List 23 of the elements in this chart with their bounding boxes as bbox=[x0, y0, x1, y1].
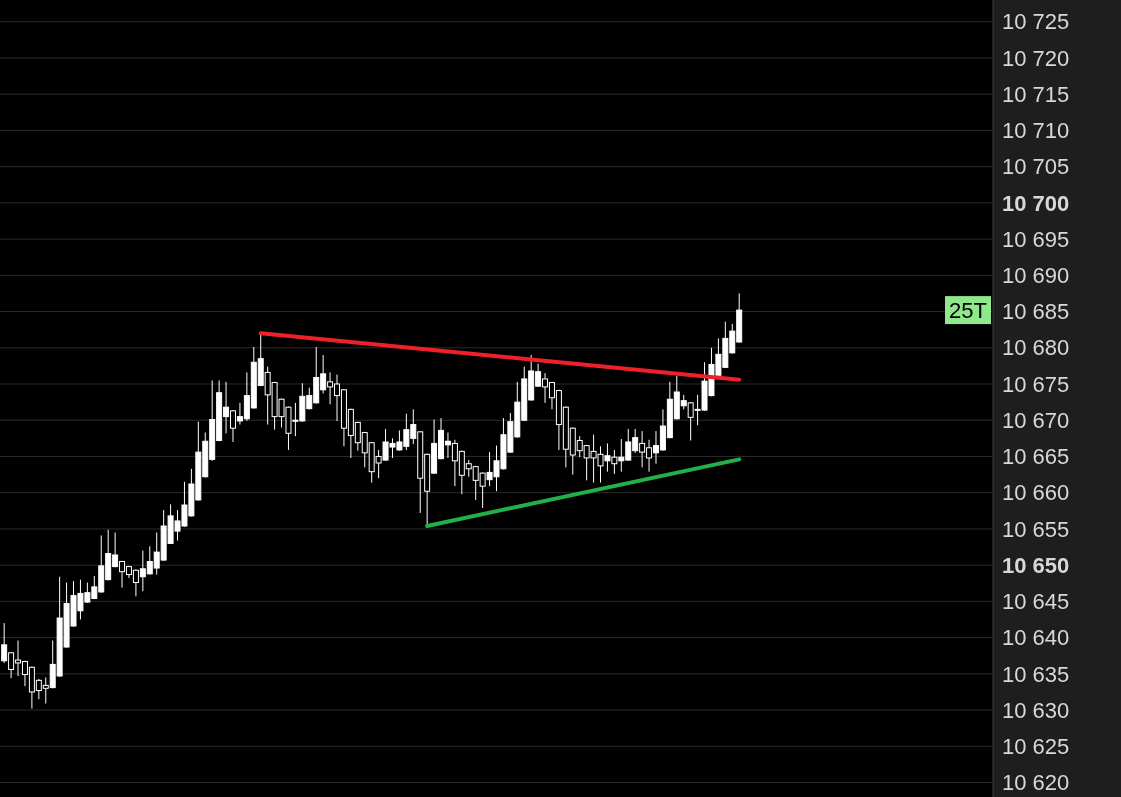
annotation: 25T bbox=[949, 297, 987, 323]
y-tick-label: 10 640 bbox=[1002, 625, 1070, 651]
y-tick-label: 10 690 bbox=[1002, 263, 1070, 289]
y-tick-label: 10 715 bbox=[1002, 81, 1070, 107]
y-tick-label: 10 675 bbox=[1002, 371, 1070, 397]
y-tick-label: 10 635 bbox=[1002, 661, 1070, 687]
y-tick-label: 10 700 bbox=[1002, 190, 1070, 216]
y-tick-label: 10 630 bbox=[1002, 697, 1070, 723]
y-tick-label: 10 680 bbox=[1002, 335, 1070, 361]
y-tick-label: 10 620 bbox=[1002, 770, 1070, 796]
y-tick-label: 10 725 bbox=[1002, 9, 1070, 35]
y-tick-label: 10 685 bbox=[1002, 299, 1070, 325]
y-tick-label: 10 695 bbox=[1002, 226, 1070, 252]
y-tick-label: 10 670 bbox=[1002, 407, 1070, 433]
y-tick-label: 10 660 bbox=[1002, 480, 1070, 506]
y-tick-label: 10 625 bbox=[1002, 733, 1070, 759]
y-tick-label: 10 720 bbox=[1002, 45, 1070, 71]
y-tick-label: 10 710 bbox=[1002, 118, 1070, 144]
y-tick-label: 10 655 bbox=[1002, 516, 1070, 542]
y-tick-label: 10 650 bbox=[1002, 552, 1070, 578]
y-tick-label: 10 665 bbox=[1002, 444, 1070, 470]
y-tick-label: 10 645 bbox=[1002, 589, 1070, 615]
y-tick-label: 10 705 bbox=[1002, 154, 1070, 180]
